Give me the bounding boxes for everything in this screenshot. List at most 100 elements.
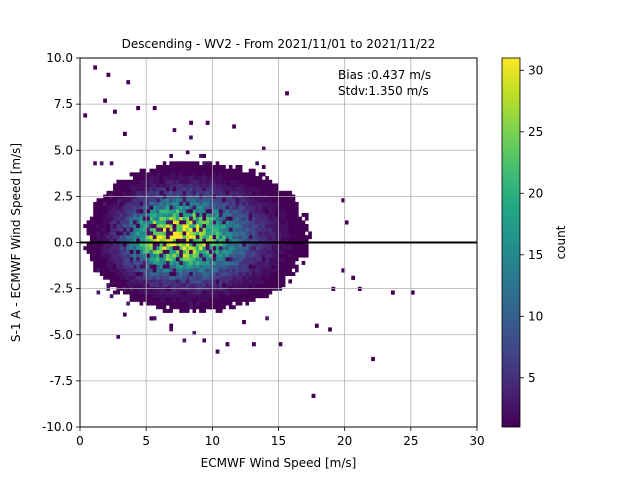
y-tick-label: -10.0 (42, 420, 73, 434)
histogram-bin (215, 161, 220, 166)
histogram-bin (248, 235, 253, 240)
histogram-bin (152, 297, 157, 302)
histogram-bin (185, 297, 190, 302)
histogram-bin (139, 301, 144, 306)
histogram-bin (301, 235, 306, 240)
histogram-bin (268, 201, 273, 206)
histogram-bin (149, 316, 154, 321)
histogram-bin (132, 205, 137, 210)
histogram-bin (268, 257, 273, 262)
histogram-bin (275, 253, 279, 258)
histogram-bin (192, 331, 197, 336)
histogram-bin (275, 260, 279, 265)
histogram-bin (109, 279, 114, 284)
histogram-bin (162, 290, 167, 295)
histogram-bin (295, 242, 299, 247)
histogram-bin (185, 168, 190, 173)
histogram-bin (242, 201, 246, 206)
histogram-bin (235, 290, 240, 295)
histogram-bin (202, 172, 207, 177)
histogram-bin (123, 205, 127, 210)
histogram-bin (172, 294, 177, 299)
histogram-bin (258, 294, 263, 299)
histogram-bin (218, 294, 223, 299)
histogram-bin (185, 212, 190, 217)
histogram-bin (103, 220, 107, 225)
histogram-bin (199, 153, 203, 158)
histogram-bin (189, 205, 193, 210)
histogram-bin (242, 224, 246, 229)
histogram-bin (222, 260, 226, 265)
histogram-bin (228, 301, 233, 306)
histogram-bin (132, 216, 137, 221)
histogram-bin (245, 183, 250, 188)
histogram-bin (175, 179, 180, 184)
histogram-bin (89, 231, 94, 236)
histogram-bin (248, 290, 253, 295)
histogram-bin (123, 279, 127, 284)
histogram-bin (235, 275, 240, 280)
histogram-bin (166, 238, 170, 243)
histogram-bin (142, 242, 147, 247)
histogram-bin (245, 294, 250, 299)
histogram-bin (83, 113, 88, 118)
histogram-bin (192, 246, 197, 251)
histogram-bin (172, 220, 177, 225)
histogram-bin (255, 212, 259, 217)
histogram-bin (242, 264, 246, 269)
histogram-bin (146, 249, 150, 254)
histogram-bin (205, 161, 210, 166)
histogram-bin (209, 201, 213, 206)
histogram-bin (235, 264, 240, 269)
histogram-bin (261, 294, 266, 299)
histogram-bin (166, 279, 170, 284)
histogram-bin (172, 161, 177, 166)
histogram-bin (139, 242, 144, 247)
histogram-bin (132, 176, 137, 181)
histogram-bin (172, 190, 177, 195)
histogram-bin (182, 216, 187, 221)
histogram-bin (189, 231, 193, 236)
histogram-bin (268, 268, 273, 273)
histogram-bin (166, 201, 170, 206)
histogram-bin (275, 238, 279, 243)
histogram-bin (166, 176, 170, 181)
histogram-bin (189, 268, 193, 273)
histogram-bin (268, 190, 273, 195)
histogram-bin (242, 190, 246, 195)
histogram-bin (205, 246, 210, 251)
histogram-bin (225, 183, 230, 188)
histogram-bin (261, 220, 266, 225)
histogram-bin (288, 272, 293, 277)
histogram-bin (152, 172, 157, 177)
histogram-bin (179, 172, 183, 177)
histogram-bin (202, 227, 207, 232)
histogram-bin (195, 205, 200, 210)
histogram-bin (265, 264, 269, 269)
histogram-bin (152, 216, 157, 221)
histogram-bin (235, 249, 240, 254)
histogram-bin (285, 216, 289, 221)
histogram-bin (175, 305, 180, 310)
histogram-bin (195, 161, 200, 166)
histogram-bin (228, 268, 233, 273)
histogram-bin (232, 294, 236, 299)
histogram-bin (202, 246, 207, 251)
histogram-bin (192, 308, 197, 313)
histogram-bin (192, 183, 197, 188)
histogram-bin (291, 242, 296, 247)
histogram-bin (238, 290, 243, 295)
histogram-bin (136, 246, 140, 251)
histogram-bin (268, 246, 273, 251)
histogram-bin (156, 179, 160, 184)
histogram-bin (238, 268, 243, 273)
histogram-bin (209, 205, 213, 210)
histogram-bin (182, 212, 187, 217)
histogram-bin (212, 179, 216, 184)
histogram-bin (96, 260, 101, 265)
histogram-bin (109, 231, 114, 236)
histogram-bin (222, 301, 226, 306)
histogram-bin (103, 275, 107, 280)
histogram-bin (195, 246, 200, 251)
histogram-bin (152, 209, 157, 214)
